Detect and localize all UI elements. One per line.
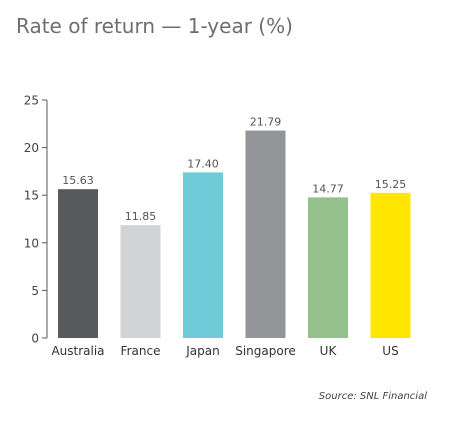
y-tick-label: 0 xyxy=(31,332,39,346)
y-tick-label: 10 xyxy=(24,236,39,250)
chart-title: Rate of return — 1-year (%) xyxy=(16,14,293,38)
bar-uk xyxy=(308,197,348,338)
bar-france xyxy=(120,225,161,338)
value-label-singapore: 21.79 xyxy=(250,116,282,129)
bar-japan xyxy=(183,172,223,338)
x-tick-label-uk: UK xyxy=(320,344,338,358)
value-label-uk: 14.77 xyxy=(312,182,344,195)
source-note: Source: SNL Financial xyxy=(318,391,427,402)
y-tick-label: 25 xyxy=(24,94,39,108)
chart-axes: 0 5 10 15 20 25 xyxy=(24,94,48,346)
value-label-australia: 15.63 xyxy=(62,174,94,187)
bar-singapore xyxy=(245,130,286,338)
bar-us xyxy=(370,192,411,338)
y-tick-label: 15 xyxy=(24,189,39,203)
bar-australia xyxy=(58,189,98,338)
x-tick-label-singapore: Singapore xyxy=(235,344,296,358)
x-tick-label-us: US xyxy=(382,344,398,358)
y-tick-label: 20 xyxy=(24,141,39,155)
x-tick-label-japan: Japan xyxy=(185,344,219,358)
x-tick-label-france: France xyxy=(121,344,161,358)
y-tick-label: 5 xyxy=(31,284,39,298)
chart-value-labels: 15.63 11.85 17.40 21.79 14.77 15.25 xyxy=(62,116,406,224)
x-tick-label-australia: Australia xyxy=(51,344,104,358)
chart-bars xyxy=(58,130,411,338)
chart-x-tick-labels: Australia France Japan Singapore UK US xyxy=(51,344,398,358)
value-label-us: 15.25 xyxy=(375,178,407,191)
value-label-japan: 17.40 xyxy=(187,157,219,170)
value-label-france: 11.85 xyxy=(125,210,157,223)
